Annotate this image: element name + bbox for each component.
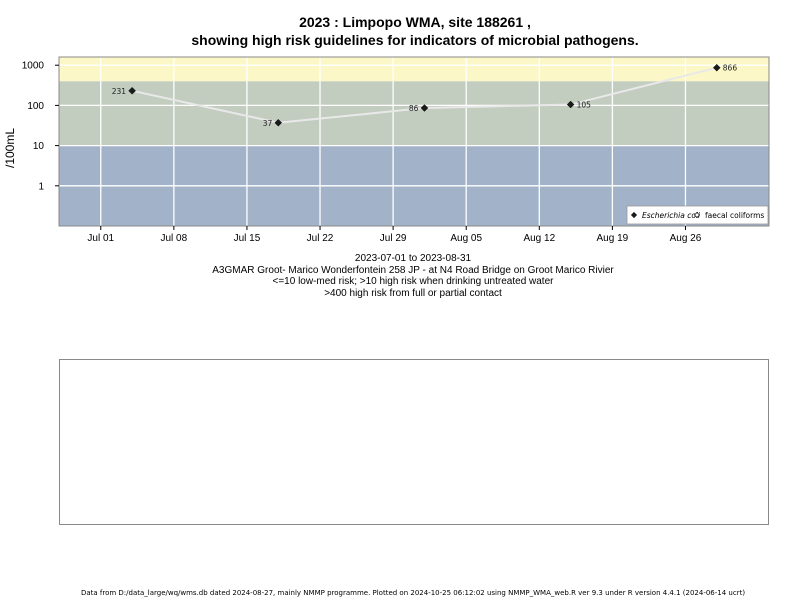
plot-frame xyxy=(58,56,770,227)
legend: Escherichia coli faecal coliforms xyxy=(626,205,769,225)
data-point xyxy=(420,104,429,112)
risk-band-1 xyxy=(59,81,769,146)
x-tick-label: Jul 29 xyxy=(380,233,407,244)
x-tick-label: Aug 12 xyxy=(523,233,555,244)
data-label: 866 xyxy=(723,64,738,73)
x-tick-label: Jul 08 xyxy=(161,233,188,244)
data-point xyxy=(128,86,136,95)
chart-title-line2: showing high risk guidelines for indicat… xyxy=(191,32,639,48)
subtitle-date-range: 2023-07-01 to 2023-08-31 xyxy=(354,253,472,264)
subtitle-guideline-contact: >400 high risk from full or partial cont… xyxy=(324,287,502,299)
data-label: 231 xyxy=(112,87,127,96)
x-tick-label: Aug 19 xyxy=(597,233,629,244)
legend-marker-0 xyxy=(630,211,638,219)
y-axis-label: /100mL xyxy=(3,128,17,168)
risk-band-2 xyxy=(59,57,769,82)
empty-plot-panel xyxy=(59,359,769,525)
x-tick-label: Aug 05 xyxy=(450,233,482,244)
data-point xyxy=(566,100,575,109)
legend-label-0: Escherichia coli xyxy=(642,211,701,220)
y-tick-label: 1000 xyxy=(22,61,45,72)
x-axis: Jul 01 Jul 08 Jul 15 Jul 22 Jul 29 Aug 05 Aug … xyxy=(87,226,702,244)
x-tick-label: Jul 15 xyxy=(234,233,261,244)
grid-lines xyxy=(59,57,769,226)
x-tick-label: Aug 26 xyxy=(670,233,702,244)
chart-title-line1: 2023 : Limpopo WMA, site 188261 , xyxy=(299,14,531,30)
x-tick-label: Jul 01 xyxy=(87,233,114,244)
series-layer: 231 37 86 105 866 xyxy=(112,64,738,128)
footer-note: Data from D:/data_large/wq/wms.db dated … xyxy=(80,589,746,597)
y-tick-label: 100 xyxy=(27,101,44,112)
data-label: 105 xyxy=(577,101,592,110)
y-tick-label: 10 xyxy=(33,141,45,152)
subtitle-site: A3GMAR Groot- Marico Wonderfontein 258 J… xyxy=(212,264,614,276)
legend-label-1: faecal coliforms xyxy=(705,211,764,220)
data-label: 37 xyxy=(263,119,273,128)
y-tick-label: 1 xyxy=(38,181,44,192)
x-tick-label: Jul 22 xyxy=(307,233,334,244)
data-label: 86 xyxy=(409,104,419,113)
data-point xyxy=(274,118,283,127)
subtitle-guideline-drinking: <=10 low-med risk; >10 high risk when dr… xyxy=(272,276,554,287)
data-point xyxy=(712,63,721,72)
y-axis: 1 10 100 1000 xyxy=(22,61,59,192)
legend-marker-1 xyxy=(693,211,701,219)
